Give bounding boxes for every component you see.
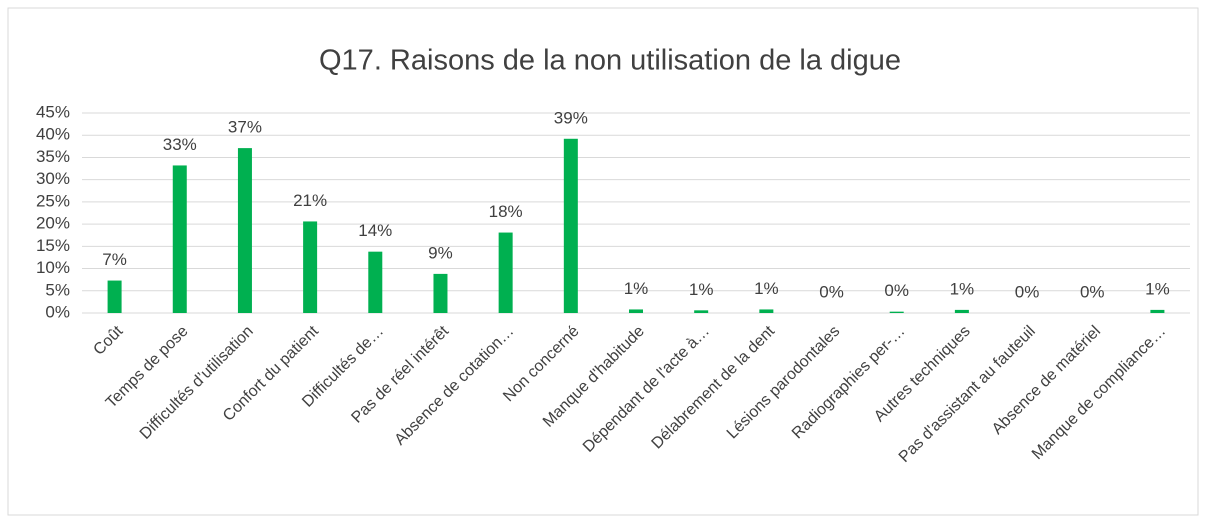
bar — [759, 309, 774, 313]
data-label: 21% — [293, 191, 327, 210]
bar — [433, 273, 448, 313]
bar — [107, 280, 122, 313]
y-tick-label: 10% — [36, 258, 70, 277]
y-tick-label: 5% — [45, 280, 70, 299]
bar — [563, 138, 578, 313]
data-label: 1% — [1145, 279, 1170, 298]
bar — [889, 311, 904, 313]
data-label: 1% — [754, 279, 779, 298]
data-label: 9% — [428, 243, 453, 262]
y-tick-label: 40% — [36, 125, 70, 144]
bar — [1150, 309, 1165, 313]
bar — [172, 165, 187, 313]
bar — [629, 309, 643, 313]
y-tick-label: 30% — [36, 169, 70, 188]
data-label: 37% — [228, 118, 262, 137]
bar — [954, 309, 969, 313]
bar — [303, 221, 318, 313]
data-label: 0% — [1080, 282, 1105, 301]
chart-frame — [7, 7, 1199, 516]
data-label: 0% — [819, 282, 844, 301]
bar — [237, 148, 252, 313]
y-tick-label: 25% — [36, 191, 70, 210]
data-label: 7% — [102, 250, 127, 269]
data-label: 18% — [489, 202, 523, 221]
data-label: 0% — [1015, 282, 1040, 301]
y-tick-label: 20% — [36, 214, 70, 233]
data-label: 39% — [554, 108, 588, 127]
data-label: 0% — [884, 281, 909, 300]
data-label: 1% — [689, 280, 714, 299]
bar — [694, 310, 709, 313]
y-tick-label: 15% — [36, 236, 70, 255]
y-tick-label: 45% — [36, 102, 70, 121]
data-label: 1% — [950, 279, 975, 298]
chart-title: Q17. Raisons de la non utilisation de la… — [319, 45, 901, 77]
bar — [368, 251, 383, 313]
y-tick-label: 0% — [45, 302, 70, 321]
bar — [498, 232, 513, 313]
data-label: 33% — [163, 135, 197, 154]
data-label: 14% — [358, 221, 392, 240]
data-label: 1% — [624, 279, 649, 298]
y-tick-label: 35% — [36, 147, 70, 166]
